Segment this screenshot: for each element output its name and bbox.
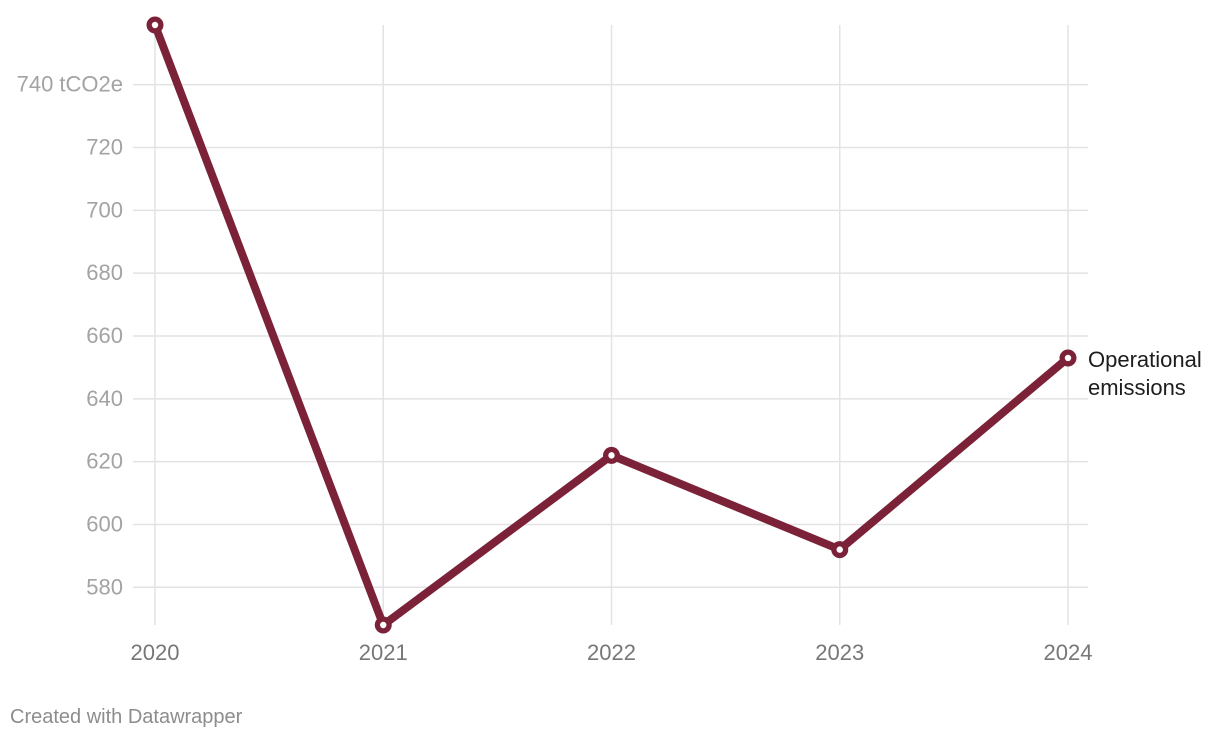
x-tick-label: 2023: [815, 640, 864, 665]
y-tick-label: 720: [86, 135, 123, 160]
data-point-center: [608, 452, 615, 459]
x-gridlines: [154, 25, 1069, 625]
data-point-center: [836, 546, 843, 553]
x-tick-labels: 2020 2021 2022 2023 2024: [131, 640, 1093, 665]
y-tick-labels: 580 600 620 640 660 680 700 720 740 tCO2e: [17, 72, 123, 600]
y-tick-label: 600: [86, 511, 123, 536]
y-tick-label: 660: [86, 323, 123, 348]
x-tick-label: 2024: [1044, 640, 1093, 665]
y-tick-label: 640: [86, 386, 123, 411]
x-tick-label: 2021: [359, 640, 408, 665]
data-point-center: [1064, 354, 1072, 362]
data-point-center: [151, 21, 159, 29]
y-tick-label: 740 tCO2e: [17, 72, 123, 97]
x-tick-label: 2020: [131, 640, 180, 665]
series-label-line: Operational: [1088, 347, 1202, 372]
y-tick-label: 700: [86, 197, 123, 222]
y-gridlines: [133, 83, 1088, 589]
x-tick-label: 2022: [587, 640, 636, 665]
credit-text: Created with Datawrapper: [10, 706, 243, 728]
series-label: Operational emissions: [1088, 347, 1202, 400]
series-label-line: emissions: [1088, 375, 1186, 400]
y-tick-label: 680: [86, 260, 123, 285]
series-labels: Operational emissions: [1088, 347, 1202, 400]
data-points: [146, 16, 1077, 634]
data-point-center: [380, 621, 387, 629]
y-tick-label: 620: [86, 449, 123, 474]
y-tick-label: 580: [86, 574, 123, 599]
